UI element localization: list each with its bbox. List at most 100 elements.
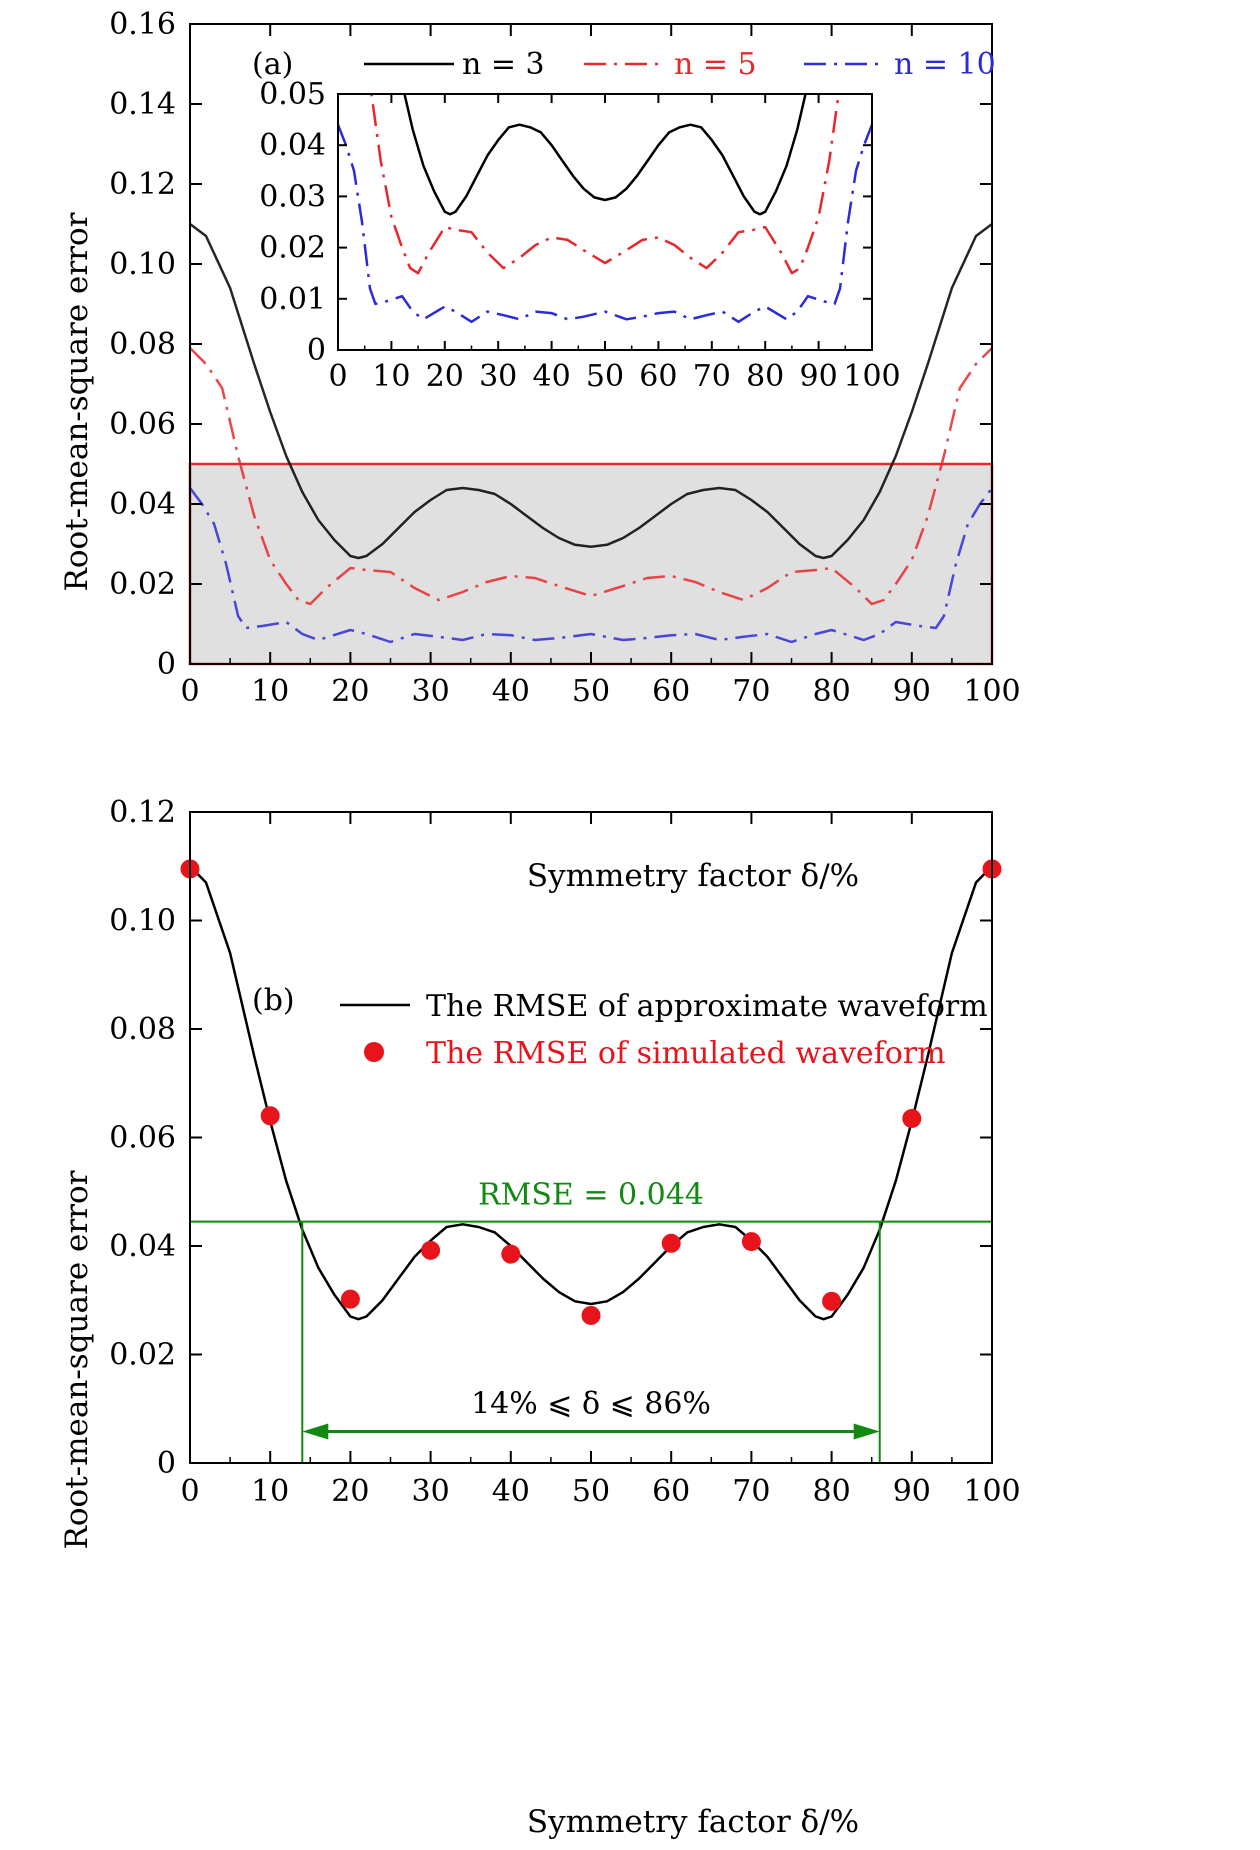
x-tick-label: 10 xyxy=(372,359,410,394)
legend-label-approx: The RMSE of approximate waveform xyxy=(426,989,988,1024)
x-tick-label: 90 xyxy=(893,674,931,709)
x-axis-ticks-b: 0 10 20 30 40 50 60 70 80 90 100 xyxy=(180,812,1021,1509)
x-tick-label: 80 xyxy=(746,359,784,394)
y-tick-label: 0.01 xyxy=(259,282,326,317)
y-tick-label: 0.08 xyxy=(109,327,176,362)
y-tick-label: 0.12 xyxy=(109,167,176,202)
legend-swatch-simulated xyxy=(364,1042,384,1062)
inset-line-n5 xyxy=(370,94,840,275)
inset-line-n3 xyxy=(403,94,807,216)
x-tick-label: 100 xyxy=(843,359,900,394)
x-tick-label: 20 xyxy=(426,359,464,394)
y-tick-label: 0.02 xyxy=(109,567,176,602)
x-tick-label: 60 xyxy=(652,1474,690,1509)
y-tick-label: 0.06 xyxy=(109,407,176,442)
y-tick-label: 0.04 xyxy=(109,487,176,522)
y-tick-label: 0.16 xyxy=(109,7,176,42)
y-tick-label: 0 xyxy=(157,647,176,682)
highlight-region xyxy=(188,462,994,666)
x-tick-label: 50 xyxy=(572,1474,610,1509)
simulated-point xyxy=(581,1305,601,1325)
legend-label-n5: n = 5 xyxy=(674,47,757,82)
y-tick-label: 0.04 xyxy=(109,1229,176,1264)
inset-line-n10 xyxy=(338,124,872,324)
x-tick-label: 90 xyxy=(893,1474,931,1509)
series-line-n3 xyxy=(189,223,993,560)
y-tick-label: 0.02 xyxy=(259,231,326,266)
y-axis-ticks-b: 0 0.02 0.04 0.06 0.08 0.10 0.12 xyxy=(109,795,992,1481)
x-tick-label: 80 xyxy=(813,674,851,709)
x-tick-label: 0 xyxy=(328,359,347,394)
x-tick-label: 20 xyxy=(331,674,369,709)
plot-frame-b xyxy=(189,811,993,1464)
x-tick-label: 50 xyxy=(586,359,624,394)
y-tick-label: 0.12 xyxy=(109,795,176,830)
legend-b: The RMSE of approximate waveform The RMS… xyxy=(340,989,988,1071)
series-line-n10 xyxy=(189,487,993,644)
x-tick-label: 20 xyxy=(331,1474,369,1509)
inset-chart: 0 10 20 30 40 50 60 70 80 90 100 0 0.01 0.02 0.03 0.04… xyxy=(259,77,901,394)
series-group-a xyxy=(189,223,993,644)
inset-y-ticks: 0 0.01 0.02 0.03 0.04 0.05 xyxy=(259,77,872,368)
range-label: 14% ⩽ δ ⩽ 86% xyxy=(471,1387,711,1422)
x-axis-ticks-a: 0 10 20 30 40 50 60 70 80 90 100 xyxy=(180,24,1021,709)
x-tick-label: 100 xyxy=(963,674,1020,709)
x-tick-label: 80 xyxy=(813,1474,851,1509)
panel-label-a: (a) xyxy=(252,47,293,82)
simulated-point xyxy=(902,1109,922,1129)
y-tick-label: 0 xyxy=(307,333,326,368)
x-tick-label: 10 xyxy=(251,1474,289,1509)
legend-label-n3: n = 3 xyxy=(462,47,545,82)
legend-label-n10: n = 10 xyxy=(894,47,996,82)
y-tick-label: 0.08 xyxy=(109,1012,176,1047)
chart-panel-a: 0 10 20 30 40 50 60 70 80 90 100 00.020.040.060.08… xyxy=(59,7,1021,894)
legend-a: n = 3 n = 5 n = 10 xyxy=(364,47,996,82)
x-tick-label: 90 xyxy=(800,359,838,394)
x-tick-label: 60 xyxy=(639,359,677,394)
x-tick-label: 100 xyxy=(963,1474,1020,1509)
y-tick-label: 0.05 xyxy=(259,77,326,112)
inset-background xyxy=(338,94,872,350)
y-axis-title-b: Root-mean-square error xyxy=(59,1170,95,1549)
inset-x-ticks: 0 10 20 30 40 50 60 70 80 90 100 xyxy=(328,94,901,394)
y-tick-label: 0.06 xyxy=(109,1121,176,1156)
y-tick-label: 0.03 xyxy=(259,179,326,214)
x-tick-label: 0 xyxy=(180,674,199,709)
x-tick-label: 70 xyxy=(732,674,770,709)
x-tick-label: 40 xyxy=(492,674,530,709)
x-tick-label: 30 xyxy=(412,1474,450,1509)
simulated-point xyxy=(741,1232,761,1252)
x-tick-label: 30 xyxy=(479,359,517,394)
inset-series-group xyxy=(338,94,872,324)
series-line-approximate xyxy=(189,865,993,1321)
y-tick-label: 0.04 xyxy=(259,128,326,163)
simulated-point xyxy=(661,1233,681,1253)
series-group-b xyxy=(180,859,1002,1325)
x-tick-label: 60 xyxy=(652,674,690,709)
y-tick-label: 0.10 xyxy=(109,247,176,282)
x-tick-label: 70 xyxy=(693,359,731,394)
x-axis-title-b: Symmetry factor δ/% xyxy=(527,1804,859,1840)
y-axis-title-a: Root-mean-square error xyxy=(59,212,95,591)
annotations-b: RMSE = 0.044 14% ⩽ δ ⩽ 86% xyxy=(190,1178,992,1463)
y-tick-label: 0 xyxy=(157,1446,176,1481)
x-tick-label: 50 xyxy=(572,674,610,709)
x-tick-label: 0 xyxy=(180,1474,199,1509)
legend-label-simulated: The RMSE of simulated waveform xyxy=(426,1036,946,1071)
x-tick-label: 40 xyxy=(533,359,571,394)
chart-panel-b: RMSE = 0.044 14% ⩽ δ ⩽ 86% 0 10 20 30 40 50 60 7… xyxy=(59,795,1021,1840)
simulated-point xyxy=(501,1244,521,1264)
range-arrowhead-right xyxy=(853,1423,880,1440)
x-tick-label: 70 xyxy=(732,1474,770,1509)
x-tick-label: 30 xyxy=(412,674,450,709)
simulated-point xyxy=(421,1240,441,1260)
range-arrowhead-left xyxy=(302,1423,329,1440)
y-tick-label: 0.14 xyxy=(109,87,176,122)
x-tick-label: 10 xyxy=(251,674,289,709)
y-axis-ticks-a: 0 0.02 0.04 0.06 0.08 0.10 0.12 0.14 0.16 xyxy=(109,7,992,682)
panel-label-b: (b) xyxy=(252,983,295,1018)
x-axis-title-a: Symmetry factor δ/% xyxy=(527,858,859,894)
simulated-point xyxy=(340,1289,360,1309)
y-tick-label: 0.02 xyxy=(109,1338,176,1373)
y-tick-label: 0.10 xyxy=(109,904,176,939)
